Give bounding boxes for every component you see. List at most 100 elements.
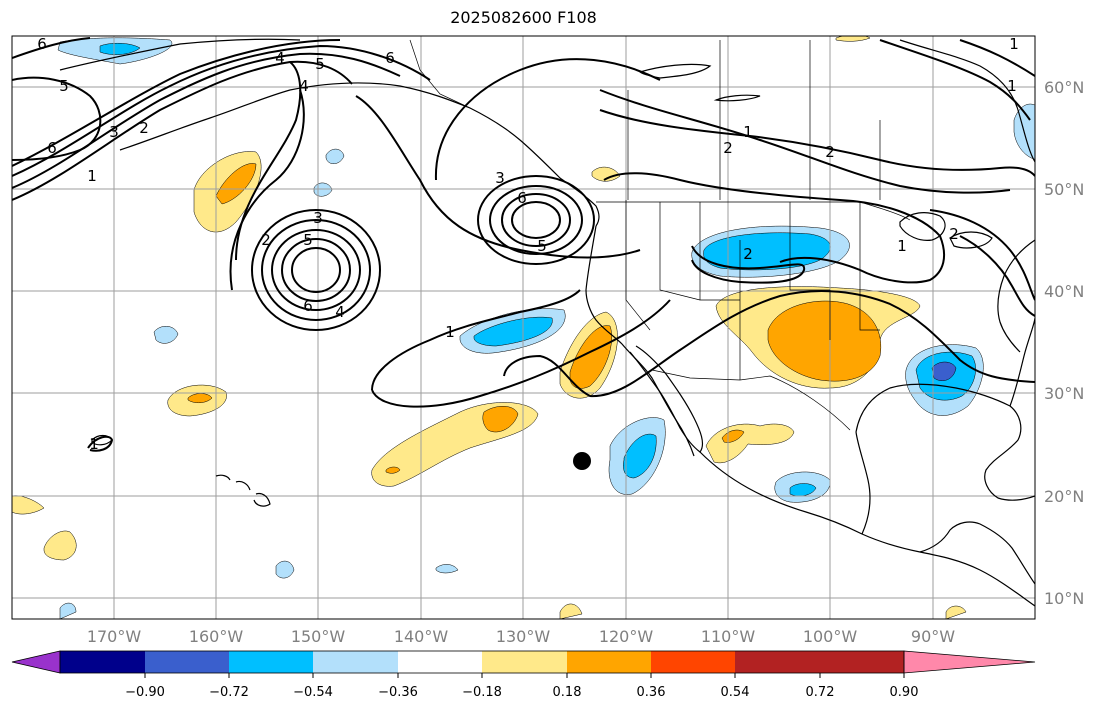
colorbar-swatch bbox=[398, 651, 482, 673]
lon-label: 120°W bbox=[599, 627, 654, 646]
coastline-mexico bbox=[699, 451, 1035, 607]
negative-anomaly-region bbox=[703, 232, 831, 271]
border-us-mexico bbox=[651, 369, 851, 431]
lon-label: 90°W bbox=[911, 627, 955, 646]
contour-line bbox=[511, 201, 561, 239]
lat-label: 30°N bbox=[1044, 384, 1084, 403]
coastlines bbox=[59, 38, 1035, 607]
lat-label: 40°N bbox=[1044, 282, 1084, 301]
contour-label: 2 bbox=[949, 225, 959, 243]
contour-line bbox=[291, 247, 341, 293]
colorbar-swatch bbox=[60, 651, 145, 673]
lon-label: 150°W bbox=[291, 627, 346, 646]
contour-line bbox=[879, 39, 1031, 121]
contour-labels: 6 5 4 6 5 6 3 2 1 6 5 4 3 2 6 5 3 4 1 6 … bbox=[37, 35, 1019, 453]
border-alaska-canada bbox=[409, 39, 471, 109]
negative-anomaly-region bbox=[99, 43, 141, 55]
contour-line bbox=[229, 89, 305, 291]
colorbar-swatch bbox=[229, 651, 313, 673]
contour-label: 1 bbox=[89, 435, 99, 453]
coastline-great-lakes bbox=[949, 231, 993, 249]
contour-line bbox=[12, 60, 353, 201]
longitude-labels: 170°W 160°W 150°W 140°W 130°W 120°W 110°… bbox=[87, 627, 955, 646]
contour-label: 6 bbox=[47, 139, 57, 157]
positive-anomaly-region bbox=[559, 603, 583, 619]
negative-anomaly-region bbox=[623, 433, 657, 479]
coastline-atlantic bbox=[997, 239, 1035, 353]
contour-line bbox=[251, 209, 381, 331]
graticule bbox=[12, 36, 1035, 619]
contour-label: 2 bbox=[743, 245, 753, 263]
contour-label: 2 bbox=[723, 139, 733, 157]
coastline-hawaii bbox=[215, 474, 271, 507]
contour-line bbox=[12, 39, 341, 167]
contour-line bbox=[12, 76, 102, 161]
negative-anomaly-region bbox=[275, 560, 295, 579]
contour-label: 2 bbox=[139, 119, 149, 137]
contour-label: 1 bbox=[87, 167, 97, 185]
political-borders bbox=[409, 39, 911, 431]
colorbar-swatch bbox=[651, 651, 735, 673]
colorbar-swatch bbox=[313, 651, 398, 673]
colorbar-tick-label: 0.72 bbox=[806, 685, 835, 700]
positive-anomaly-region bbox=[569, 325, 612, 389]
contour-label: 2 bbox=[825, 143, 835, 161]
negative-anomaly-region bbox=[435, 564, 459, 574]
contour-line bbox=[503, 289, 1035, 398]
coastline-central-america bbox=[919, 521, 1035, 585]
contour-label: 3 bbox=[495, 169, 505, 187]
contour-line bbox=[271, 229, 361, 311]
lon-label: 110°W bbox=[701, 627, 756, 646]
lon-label: 100°W bbox=[803, 627, 858, 646]
colorbar-swatch bbox=[145, 651, 229, 673]
positive-anomaly-region bbox=[187, 393, 213, 403]
colorbar-tick-label: −0.18 bbox=[462, 685, 502, 700]
coastline-florida bbox=[1009, 317, 1035, 407]
lon-label: 130°W bbox=[496, 627, 551, 646]
border-province bbox=[627, 40, 881, 200]
contour-line bbox=[501, 193, 571, 247]
coastline-hudson bbox=[899, 39, 1035, 163]
contour-line bbox=[87, 435, 114, 452]
lon-label: 170°W bbox=[87, 627, 142, 646]
contour-label: 5 bbox=[59, 77, 69, 95]
colorbar-swatch bbox=[567, 651, 651, 673]
colorbar-swatch bbox=[482, 651, 567, 673]
negative-anomaly-region bbox=[931, 361, 957, 381]
latitude-labels: 60°N 50°N 40°N 30°N 20°N 10°N bbox=[1044, 78, 1084, 608]
contour-label: 1 bbox=[445, 323, 455, 341]
colorbar: −0.90 −0.72 −0.54 −0.36 −0.18 0.18 0.36 … bbox=[11, 650, 1036, 700]
contour-line bbox=[12, 44, 431, 177]
negative-anomaly-region bbox=[325, 148, 345, 164]
contour-lines bbox=[12, 37, 1035, 452]
contour-line bbox=[489, 185, 583, 255]
contour-line bbox=[371, 289, 581, 391]
border-state bbox=[625, 200, 880, 380]
lat-label: 60°N bbox=[1044, 78, 1084, 97]
contour-label: 1 bbox=[1009, 35, 1019, 53]
contour-label: 5 bbox=[315, 55, 325, 73]
contour-label: 4 bbox=[299, 77, 309, 95]
colorbar-tick-label: 0.36 bbox=[637, 685, 666, 700]
coastline-great-lakes bbox=[899, 212, 946, 241]
contour-line bbox=[371, 299, 671, 408]
contour-line bbox=[959, 39, 1035, 77]
coastline-yucatan bbox=[855, 431, 871, 535]
contour-label: 5 bbox=[303, 231, 313, 249]
colorbar-tick-label: −0.72 bbox=[209, 685, 249, 700]
contour-label: 6 bbox=[385, 49, 395, 67]
coastline-gulf bbox=[855, 383, 1035, 501]
colorbar-tick-label: 0.18 bbox=[553, 685, 582, 700]
lon-label: 140°W bbox=[394, 627, 449, 646]
colorbar-tick-label: 0.54 bbox=[721, 685, 750, 700]
coastline-alaska-north bbox=[59, 38, 301, 71]
contour-line bbox=[603, 172, 946, 284]
positive-anomaly-region bbox=[945, 605, 967, 619]
contour-line bbox=[691, 245, 806, 284]
colorbar-extend-high bbox=[903, 650, 1036, 674]
contour-label: 5 bbox=[537, 237, 547, 255]
positive-anomaly-region bbox=[767, 300, 882, 382]
contour-line bbox=[959, 235, 1035, 317]
lat-label: 10°N bbox=[1044, 589, 1084, 608]
